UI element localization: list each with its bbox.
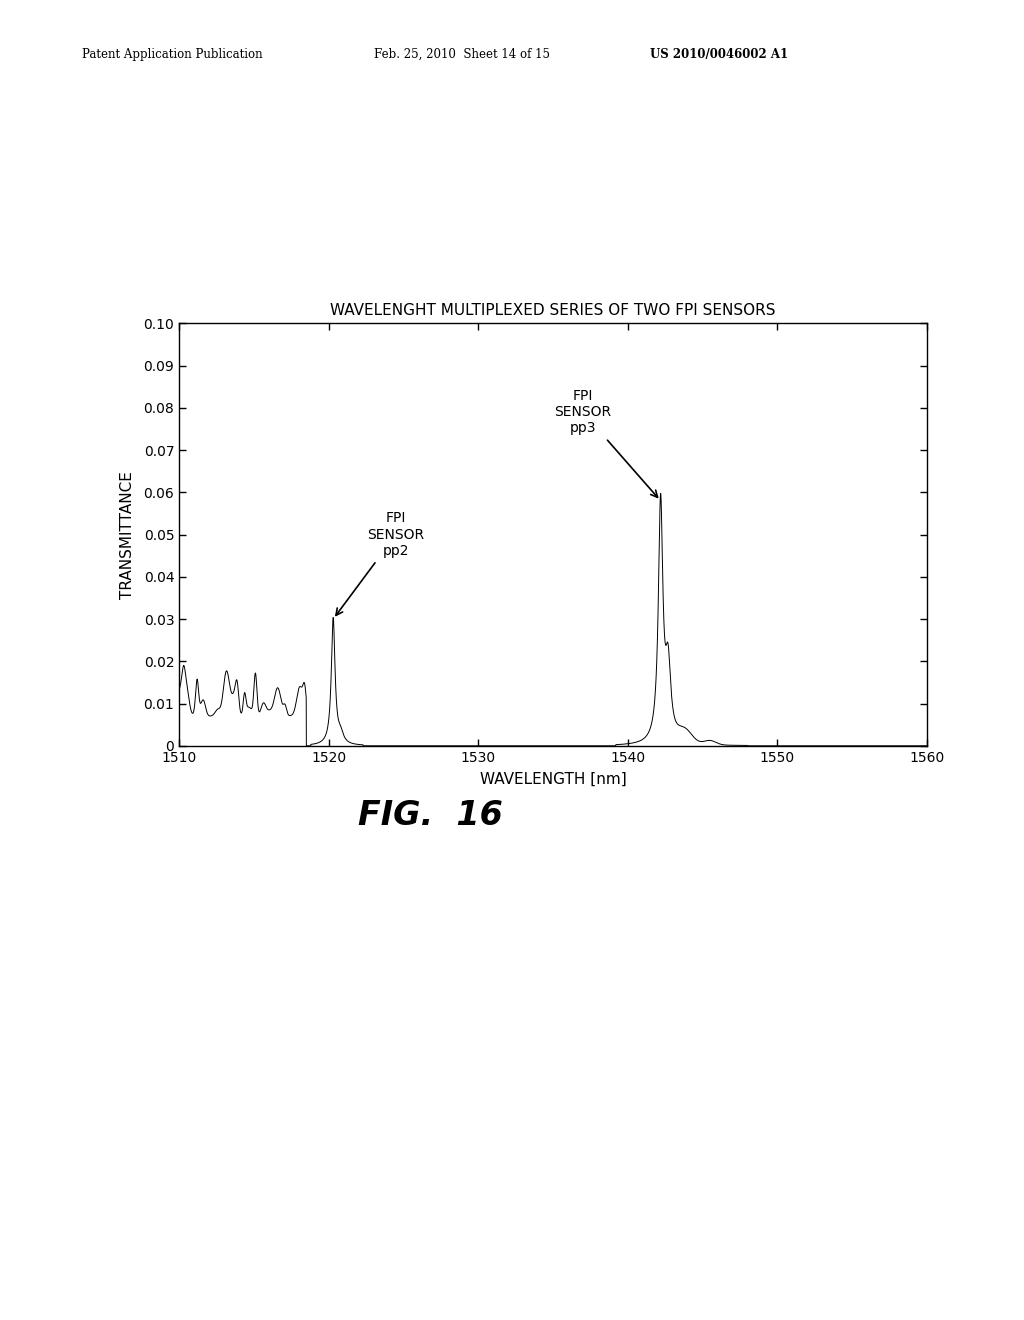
Y-axis label: TRANSMITTANCE: TRANSMITTANCE <box>120 471 135 598</box>
Text: FIG.  16: FIG. 16 <box>357 799 503 832</box>
Text: Patent Application Publication: Patent Application Publication <box>82 48 262 61</box>
Text: US 2010/0046002 A1: US 2010/0046002 A1 <box>650 48 788 61</box>
Text: FPI
SENSOR
pp3: FPI SENSOR pp3 <box>554 389 657 498</box>
Text: Feb. 25, 2010  Sheet 14 of 15: Feb. 25, 2010 Sheet 14 of 15 <box>374 48 550 61</box>
X-axis label: WAVELENGTH [nm]: WAVELENGTH [nm] <box>479 772 627 787</box>
Text: FPI
SENSOR
pp2: FPI SENSOR pp2 <box>336 511 425 615</box>
Title: WAVELENGHT MULTIPLEXED SERIES OF TWO FPI SENSORS: WAVELENGHT MULTIPLEXED SERIES OF TWO FPI… <box>330 304 776 318</box>
